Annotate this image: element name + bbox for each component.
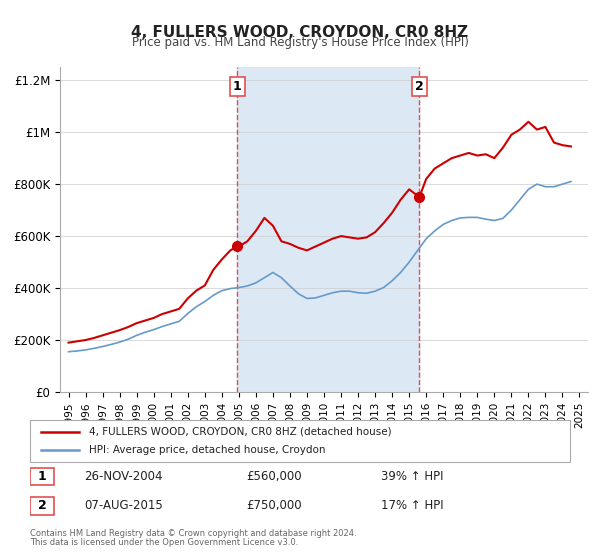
Text: 2: 2 [415,80,424,93]
FancyBboxPatch shape [30,420,570,462]
Text: 1: 1 [233,80,242,93]
Text: 4, FULLERS WOOD, CROYDON, CR0 8HZ: 4, FULLERS WOOD, CROYDON, CR0 8HZ [131,25,469,40]
Text: 07-AUG-2015: 07-AUG-2015 [84,500,163,512]
Text: 2: 2 [38,500,46,512]
Text: Contains HM Land Registry data © Crown copyright and database right 2024.: Contains HM Land Registry data © Crown c… [30,529,356,538]
Text: £560,000: £560,000 [246,470,302,483]
FancyBboxPatch shape [30,497,54,515]
Bar [237,67,419,392]
Text: HPI: Average price, detached house, Croydon: HPI: Average price, detached house, Croy… [89,445,326,455]
Text: £750,000: £750,000 [246,500,302,512]
Text: This data is licensed under the Open Government Licence v3.0.: This data is licensed under the Open Gov… [30,538,298,547]
Text: 26-NOV-2004: 26-NOV-2004 [84,470,163,483]
Text: 4, FULLERS WOOD, CROYDON, CR0 8HZ (detached house): 4, FULLERS WOOD, CROYDON, CR0 8HZ (detac… [89,427,392,437]
Text: 17% ↑ HPI: 17% ↑ HPI [381,500,443,512]
Text: 1: 1 [38,470,46,483]
Text: Price paid vs. HM Land Registry's House Price Index (HPI): Price paid vs. HM Land Registry's House … [131,36,469,49]
Text: 39% ↑ HPI: 39% ↑ HPI [381,470,443,483]
FancyBboxPatch shape [30,468,54,486]
